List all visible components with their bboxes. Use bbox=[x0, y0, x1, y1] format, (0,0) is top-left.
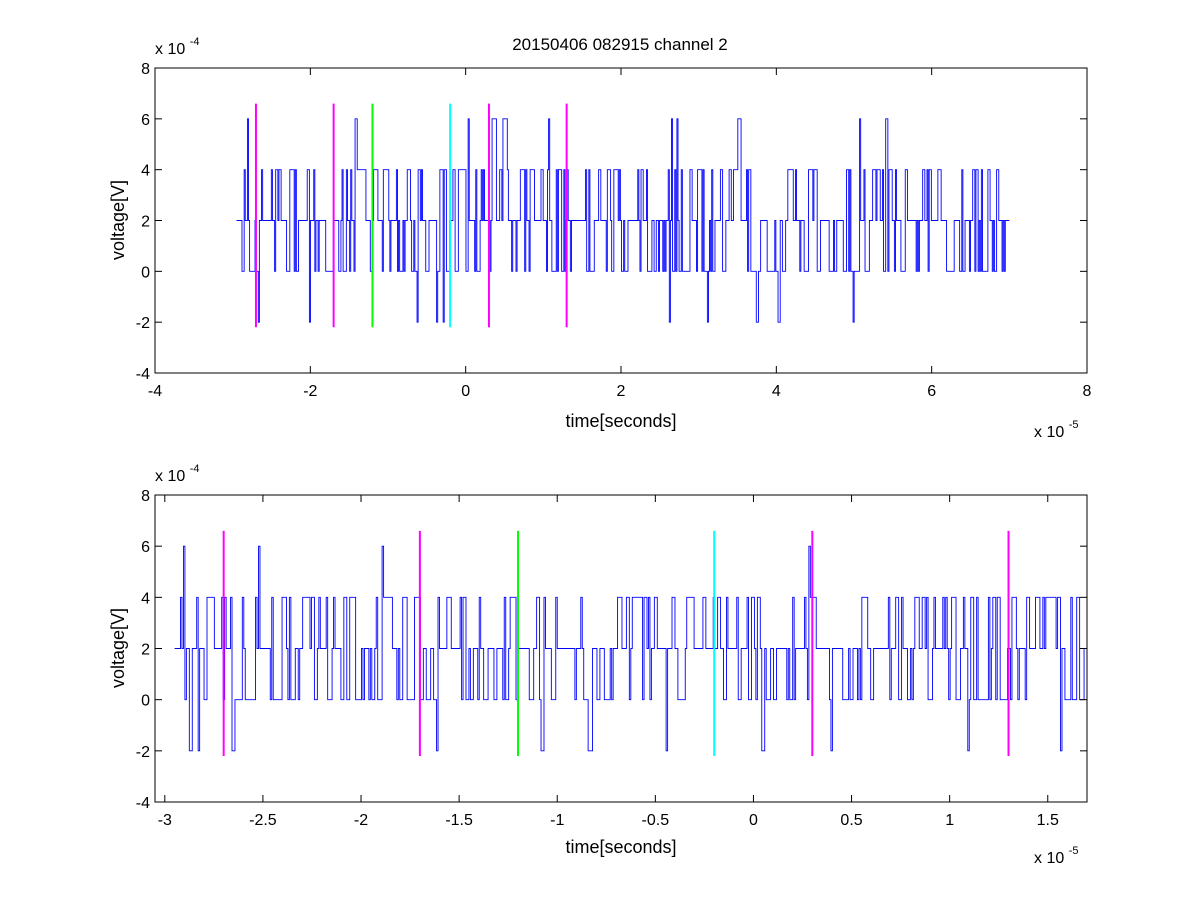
x-multiplier-base: x 10 bbox=[1034, 424, 1064, 441]
x-tick-label: 4 bbox=[772, 383, 781, 400]
signal-layer bbox=[174, 545, 1087, 752]
plot-bottom: -3 -2.5 -2 -1.5 -1 -0.5 0 0.5 1 1.5 -4 -2 0 2 4 6 8 tim… bbox=[108, 463, 1088, 867]
y-ticks: -4 -2 0 2 4 6 8 bbox=[136, 61, 1087, 383]
x-multiplier-exponent: -5 bbox=[1069, 845, 1079, 857]
x-tick-label: -2 bbox=[354, 812, 368, 829]
marker-layer bbox=[222, 530, 1010, 756]
y-tick-label: 6 bbox=[141, 112, 150, 129]
y-multiplier-exponent: -4 bbox=[190, 463, 200, 475]
y-tick-label: 4 bbox=[141, 590, 150, 607]
x-multiplier-exponent: -5 bbox=[1069, 419, 1079, 431]
y-multiplier: x 10 -4 bbox=[155, 36, 199, 58]
y-axis-label: voltage[V] bbox=[108, 180, 128, 260]
y-ticks: -4 -2 0 2 4 6 8 bbox=[136, 488, 1087, 812]
y-multiplier-base: x 10 bbox=[155, 468, 185, 485]
signal-trace bbox=[236, 118, 1010, 323]
x-multiplier: x 10 -5 bbox=[1034, 845, 1078, 867]
marker-layer bbox=[254, 103, 568, 328]
y-tick-label: -4 bbox=[136, 795, 150, 812]
x-multiplier-base: x 10 bbox=[1034, 850, 1064, 867]
x-tick-label: 6 bbox=[927, 383, 936, 400]
x-multiplier: x 10 -5 bbox=[1034, 419, 1078, 441]
y-tick-label: 8 bbox=[141, 488, 150, 505]
y-tick-label: 2 bbox=[141, 214, 150, 231]
y-multiplier-base: x 10 bbox=[155, 41, 185, 58]
x-tick-label: -0.5 bbox=[642, 812, 670, 829]
y-tick-label: 2 bbox=[141, 642, 150, 659]
y-tick-label: 4 bbox=[141, 163, 150, 180]
x-tick-label: -2 bbox=[303, 383, 317, 400]
x-tick-label: 0 bbox=[461, 383, 470, 400]
x-tick-label: -3 bbox=[158, 812, 172, 829]
x-tick-label: 0 bbox=[749, 812, 758, 829]
plot-top: 20150406 082915 channel 2 -4 -2 0 2 4 6 8 -4 -2… bbox=[108, 35, 1092, 441]
x-tick-label: 1 bbox=[945, 812, 954, 829]
x-tick-label: 8 bbox=[1083, 383, 1092, 400]
x-tick-label: 1.5 bbox=[1037, 812, 1059, 829]
signal-layer bbox=[236, 118, 1010, 323]
x-tick-label: 0.5 bbox=[840, 812, 862, 829]
signal-trace bbox=[174, 545, 1087, 752]
svg-text:x 10 -4: x 10 -4 bbox=[155, 463, 199, 485]
x-tick-label: 2 bbox=[617, 383, 626, 400]
x-tick-label: -1.5 bbox=[445, 812, 473, 829]
y-tick-label: 8 bbox=[141, 61, 150, 78]
svg-text:x 10 -4: x 10 -4 bbox=[155, 36, 199, 58]
svg-text:x 10 -5: x 10 -5 bbox=[1034, 419, 1078, 441]
y-tick-label: -2 bbox=[136, 744, 150, 761]
chart-title: 20150406 082915 channel 2 bbox=[512, 35, 728, 54]
y-tick-label: 6 bbox=[141, 539, 150, 556]
y-multiplier-exponent: -4 bbox=[190, 36, 200, 48]
x-axis-label: time[seconds] bbox=[565, 837, 676, 857]
x-tick-label: -4 bbox=[148, 383, 162, 400]
y-tick-label: -4 bbox=[136, 366, 150, 383]
x-ticks: -4 -2 0 2 4 6 8 bbox=[148, 68, 1092, 400]
y-tick-label: 0 bbox=[141, 693, 150, 710]
x-ticks: -3 -2.5 -2 -1.5 -1 -0.5 0 0.5 1 1.5 bbox=[158, 495, 1059, 829]
y-axis-label: voltage[V] bbox=[108, 608, 128, 688]
y-multiplier: x 10 -4 bbox=[155, 463, 199, 485]
y-tick-label: -2 bbox=[136, 315, 150, 332]
y-tick-label: 0 bbox=[141, 264, 150, 281]
svg-text:x 10 -5: x 10 -5 bbox=[1034, 845, 1078, 867]
x-tick-label: -2.5 bbox=[249, 812, 277, 829]
x-axis-label: time[seconds] bbox=[565, 411, 676, 431]
x-tick-label: -1 bbox=[550, 812, 564, 829]
